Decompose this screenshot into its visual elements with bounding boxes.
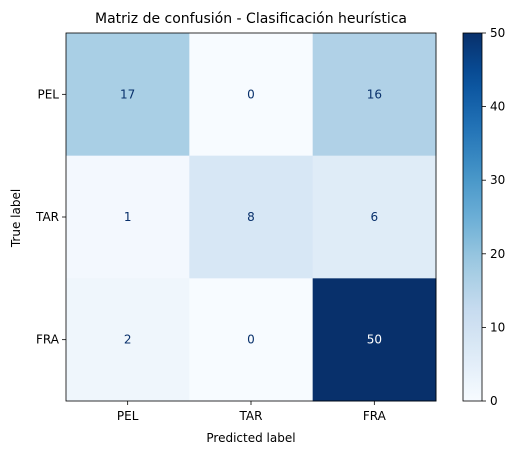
y-axis-label: True label — [9, 189, 23, 248]
cell-value-label: 0 — [247, 87, 255, 101]
x-axis-label: Predicted label — [206, 431, 295, 445]
x-axis-ticks: PEL TAR FRA — [117, 401, 387, 423]
heatmap-cell — [66, 155, 190, 279]
cell-value-label: 8 — [247, 210, 255, 224]
heatmap-cell — [312, 33, 437, 157]
cell-value-label: 17 — [120, 87, 135, 101]
colorbar-tick-label: 10 — [490, 320, 505, 334]
heatmap-cell — [66, 278, 190, 402]
heatmap-cell — [312, 278, 437, 402]
colorbar-tick-label: 0 — [490, 394, 498, 408]
heatmap-cell — [189, 278, 314, 402]
colorbar-tick-label: 40 — [490, 100, 505, 114]
heatmap-cell — [66, 33, 190, 157]
x-tick-label: FRA — [363, 409, 387, 423]
colorbar-tick-label: 20 — [490, 247, 505, 261]
colorbar-gradient — [462, 32, 483, 402]
x-tick-label: TAR — [239, 409, 263, 423]
cell-value-label: 16 — [367, 87, 382, 101]
cell-value-label: 1 — [124, 210, 132, 224]
colorbar-tick-label: 30 — [490, 173, 505, 187]
colorbar: 0 10 20 30 40 50 — [462, 26, 505, 408]
y-tick-label: FRA — [36, 333, 60, 347]
cell-value-label: 2 — [124, 333, 132, 347]
y-tick-label: PEL — [37, 87, 59, 101]
heatmap-cell — [189, 33, 314, 157]
colorbar-tick-label: 50 — [490, 26, 505, 40]
heatmap-cell — [189, 155, 314, 279]
cell-value-label: 50 — [367, 333, 382, 347]
chart-title: Matriz de confusión - Clasificación heur… — [95, 11, 407, 27]
y-tick-label: TAR — [35, 210, 59, 224]
heatmap-cell — [312, 155, 437, 279]
heatmap-cells: 17 0 16 1 8 6 2 0 50 — [65, 32, 437, 402]
cell-value-label: 6 — [371, 210, 379, 224]
x-tick-label: PEL — [117, 409, 139, 423]
cell-value-label: 0 — [247, 333, 255, 347]
y-axis-ticks: PEL TAR FRA — [35, 87, 66, 347]
